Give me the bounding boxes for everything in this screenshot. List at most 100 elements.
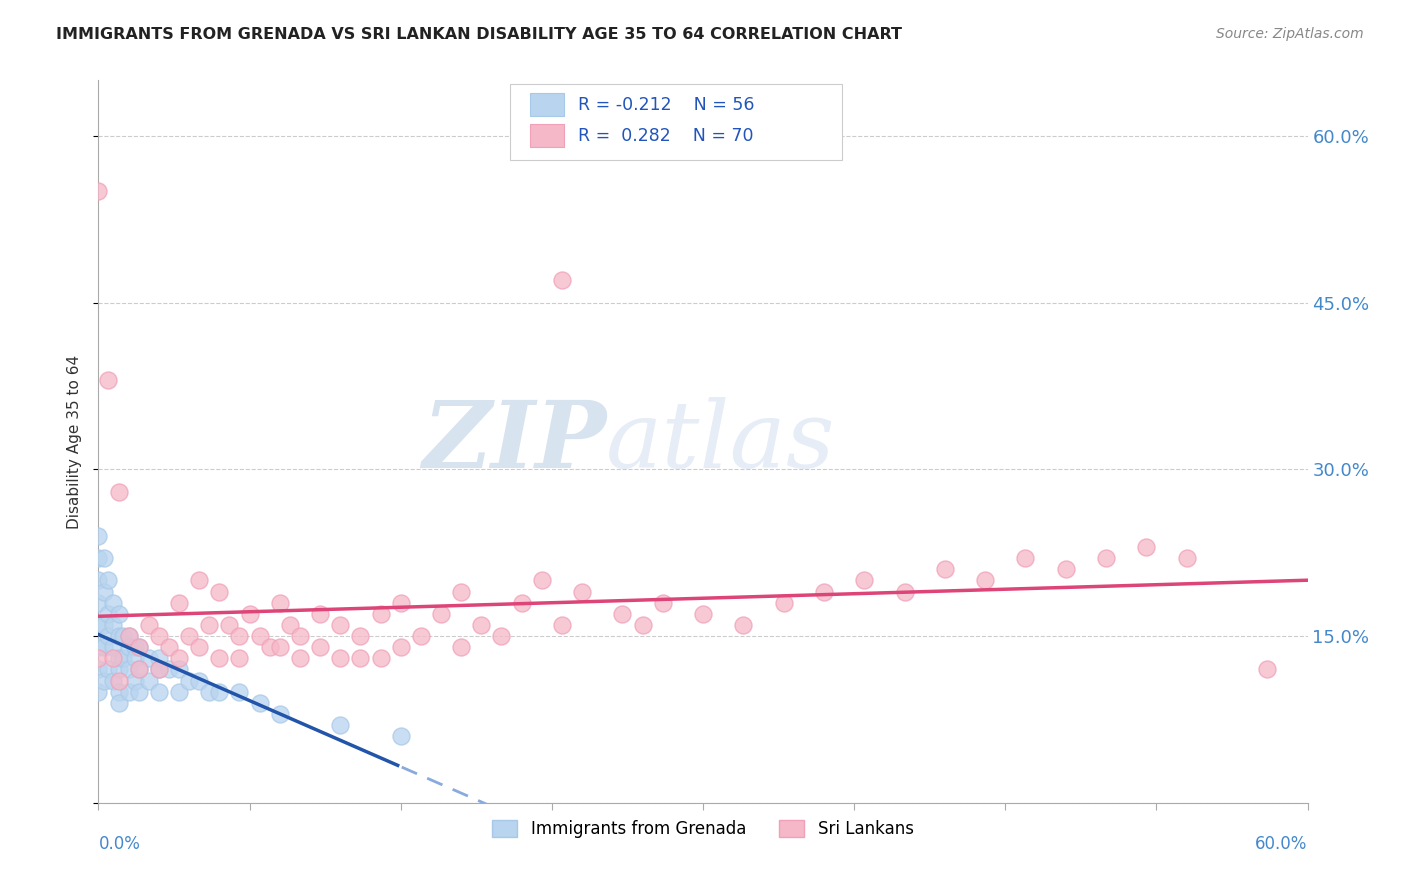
Point (228, 629, 250, 643)
Point (87, 618, 110, 632)
Point (692, 607, 714, 621)
Point (101, 651, 124, 665)
Point (1256, 662, 1278, 676)
Point (329, 651, 352, 665)
Point (278, 618, 301, 632)
Point (167, 684, 190, 698)
Point (370, 607, 392, 621)
Point (329, 618, 352, 632)
Point (269, 706, 291, 721)
Point (97, 607, 120, 621)
Point (329, 718, 352, 732)
Text: ZIP: ZIP (422, 397, 606, 486)
Point (1095, 551, 1118, 566)
Text: Source: ZipAtlas.com: Source: ZipAtlas.com (1216, 27, 1364, 41)
Point (179, 673, 201, 688)
Point (93, 584, 115, 599)
Point (288, 651, 311, 665)
Bar (530, 94, 564, 116)
Point (97, 373, 120, 387)
Point (893, 584, 915, 599)
Point (389, 729, 412, 743)
Point (97, 662, 120, 676)
Point (188, 640, 211, 655)
Point (107, 607, 129, 621)
Point (370, 651, 392, 665)
Point (389, 640, 412, 655)
Point (97, 629, 120, 643)
Point (269, 640, 291, 655)
Point (148, 662, 170, 676)
Point (93, 640, 115, 655)
Point (87, 662, 110, 676)
Point (93, 673, 115, 688)
Point (249, 629, 271, 643)
Point (124, 673, 146, 688)
Point (470, 618, 492, 632)
Point (128, 662, 150, 676)
Point (107, 484, 129, 499)
Point (118, 640, 141, 655)
Point (107, 673, 129, 688)
Point (228, 651, 250, 665)
Point (259, 640, 281, 655)
Point (118, 662, 141, 676)
Point (571, 584, 593, 599)
FancyBboxPatch shape (509, 84, 842, 160)
Point (409, 629, 432, 643)
Point (107, 651, 129, 665)
Point (118, 684, 141, 698)
Point (87, 640, 110, 655)
Point (208, 684, 231, 698)
Point (97, 574, 120, 588)
Point (218, 618, 240, 632)
Point (1054, 562, 1077, 576)
Point (208, 584, 231, 599)
Point (934, 562, 956, 576)
Text: R = -0.212    N = 56: R = -0.212 N = 56 (578, 95, 755, 114)
Point (101, 618, 124, 632)
Point (128, 640, 150, 655)
Point (179, 629, 201, 643)
Point (87, 684, 110, 698)
Point (101, 640, 124, 655)
Point (167, 596, 190, 610)
Point (148, 629, 170, 643)
Point (450, 584, 472, 599)
Point (107, 629, 129, 643)
Point (148, 651, 170, 665)
Point (450, 640, 472, 655)
Point (551, 273, 574, 287)
Bar (530, 124, 564, 147)
Point (111, 651, 134, 665)
Point (651, 596, 673, 610)
Point (93, 551, 115, 566)
Point (389, 596, 412, 610)
Point (239, 607, 262, 621)
Point (124, 651, 146, 665)
Point (148, 684, 170, 698)
Point (87, 651, 110, 665)
Point (1175, 551, 1198, 566)
Point (309, 640, 332, 655)
Point (974, 574, 997, 588)
Point (530, 574, 553, 588)
Point (101, 673, 124, 688)
Point (128, 640, 150, 655)
Point (138, 673, 160, 688)
Point (101, 596, 124, 610)
Point (87, 529, 110, 543)
Point (288, 629, 311, 643)
Point (772, 596, 794, 610)
Point (430, 607, 453, 621)
Point (93, 618, 115, 632)
Point (157, 640, 180, 655)
Point (87, 596, 110, 610)
Point (107, 696, 129, 710)
Point (853, 574, 876, 588)
Point (87, 551, 110, 566)
Point (198, 684, 221, 698)
Point (1014, 551, 1036, 566)
Point (349, 651, 371, 665)
Point (551, 618, 574, 632)
